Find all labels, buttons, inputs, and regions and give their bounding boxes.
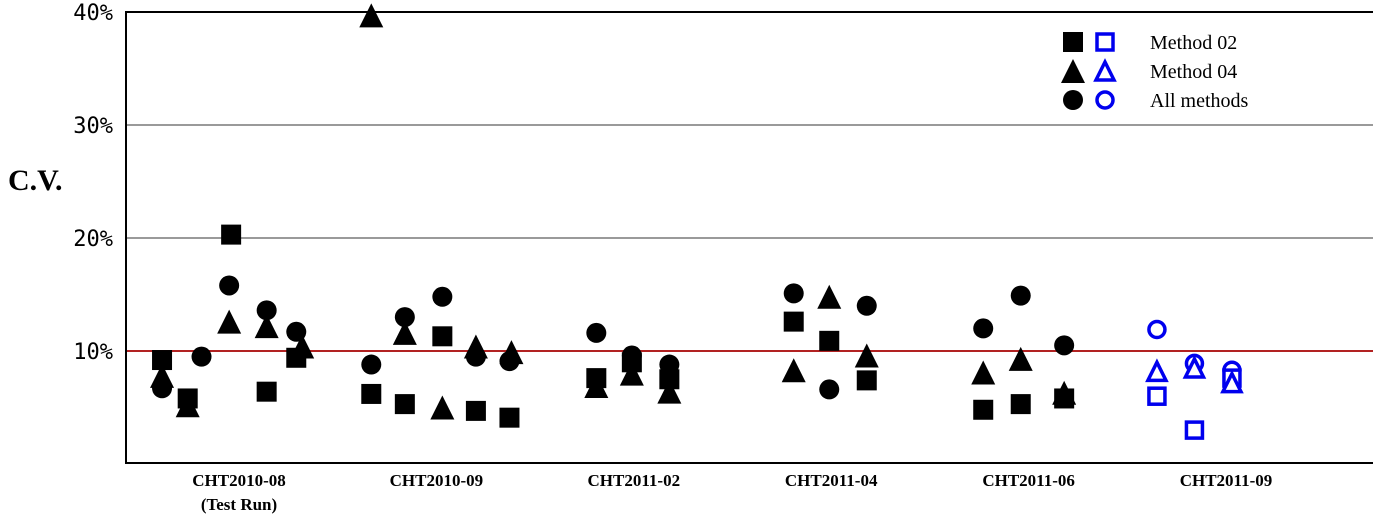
point-square-filled [1054, 388, 1075, 409]
point-square-filled [361, 383, 382, 404]
point-square-filled [394, 394, 415, 415]
point-circle-filled [783, 283, 804, 304]
point-square-open [1184, 420, 1205, 440]
legend-label: All methods [1150, 90, 1249, 112]
point-circle-filled [1010, 285, 1031, 306]
legend-circle-open-marker [1095, 90, 1115, 110]
y-tick-label: 10% [73, 340, 113, 365]
x-tick-label: CHT2010-09 [390, 471, 484, 490]
point-triangle-filled [175, 393, 200, 418]
point-square-filled [432, 326, 453, 347]
point-triangle-filled [217, 309, 242, 334]
point-triangle-filled [430, 395, 455, 420]
point-circle-filled [394, 307, 415, 328]
point-square-open [1147, 386, 1167, 406]
x-tick-labels: CHT2010-08 (Test Run) CHT2010-09 CHT2011-02… [192, 471, 1272, 514]
y-tick-label: 30% [73, 114, 113, 139]
point-square-filled [221, 224, 242, 245]
point-circle-filled [1054, 335, 1075, 356]
point-circle-filled [465, 346, 486, 367]
y-axis-label: C.V. [8, 164, 62, 197]
point-triangle-filled [1008, 346, 1033, 371]
point-triangle-filled [584, 374, 609, 399]
point-circle-filled [499, 351, 520, 372]
x-tick-label: CHT2011-06 [982, 471, 1075, 490]
point-circle-filled [432, 286, 453, 307]
point-square-filled [973, 399, 994, 420]
legend-label: Method 02 [1150, 32, 1237, 54]
y-tick-label: 20% [73, 227, 113, 252]
point-triangle-filled [619, 361, 644, 386]
x-tick-label: CHT2010-08 [192, 471, 286, 490]
legend-triangle-filled-marker [1061, 59, 1085, 83]
point-square-filled [659, 369, 680, 390]
point-circle-filled [256, 300, 277, 321]
legend: Method 02 Method 04 All methods [1061, 32, 1249, 112]
point-triangle-open [1182, 355, 1207, 379]
point-triangle-filled [359, 3, 384, 28]
point-triangle-filled [392, 320, 417, 345]
legend-label: Method 04 [1150, 61, 1237, 83]
x-tick-label: CHT2011-04 [785, 471, 878, 490]
point-circle-filled [361, 354, 382, 375]
point-square-filled [819, 330, 840, 351]
data-points [150, 3, 1244, 440]
point-circle-filled [219, 275, 240, 296]
legend-triangle-open-marker [1093, 58, 1117, 82]
point-triangle-filled [657, 379, 682, 404]
point-circle-filled [586, 322, 607, 343]
point-triangle-open [1145, 358, 1169, 383]
point-triangle-filled [781, 358, 806, 383]
point-square-filled [286, 347, 307, 368]
x-tick-sublabel: (Test Run) [201, 495, 277, 514]
point-triangle-filled [817, 284, 842, 309]
x-tick-label: CHT2011-09 [1180, 471, 1273, 490]
point-triangle-filled [854, 343, 879, 368]
plot-frame [125, 11, 1373, 464]
point-circle-open [1147, 319, 1167, 340]
point-square-filled [465, 400, 486, 421]
point-square-filled [783, 311, 804, 332]
x-tick-label: CHT2011-02 [588, 471, 681, 490]
point-square-filled [152, 350, 173, 371]
point-triangle-filled [254, 314, 279, 339]
point-circle-filled [973, 318, 994, 339]
point-circle-filled [191, 346, 212, 367]
point-circle-filled [819, 379, 840, 400]
point-square-filled [499, 407, 520, 428]
point-square-filled [1010, 394, 1031, 415]
y-tick-labels: 10% 20% 30% 40% [73, 1, 113, 365]
point-triangle-open [1220, 369, 1244, 394]
legend-square-open-marker [1095, 32, 1115, 52]
point-square-filled [256, 381, 277, 402]
legend-square-filled-marker [1063, 32, 1083, 52]
y-tick-label: 40% [73, 1, 113, 26]
point-square-filled [856, 370, 877, 391]
point-circle-filled [856, 295, 877, 316]
point-triangle-filled [971, 360, 996, 385]
legend-circle-filled-marker [1063, 90, 1083, 110]
point-circle-filled [152, 378, 173, 399]
